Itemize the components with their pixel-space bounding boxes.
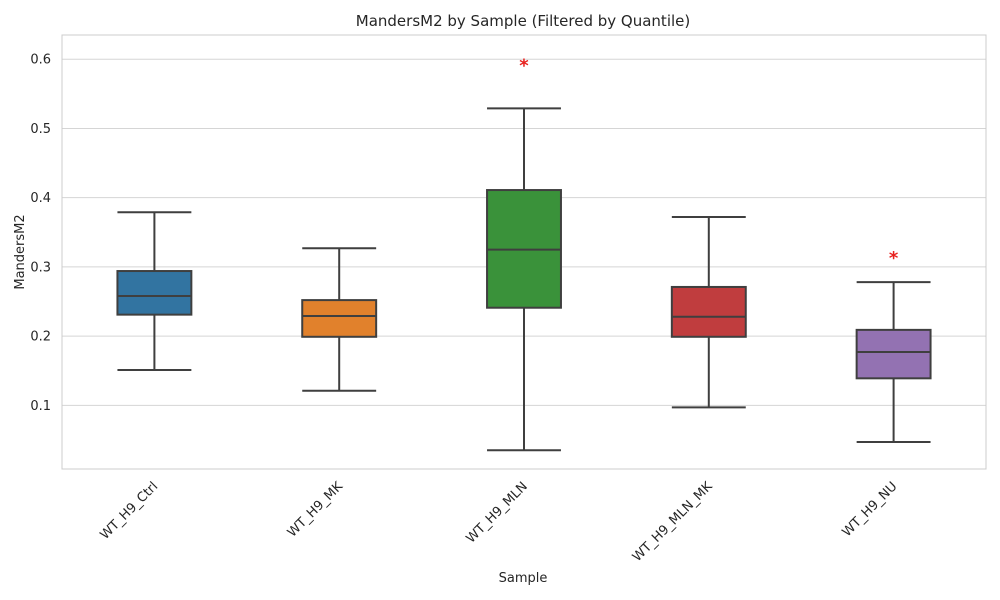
x-tick-label: WT_H9_Ctrl bbox=[98, 479, 162, 543]
x-tick-label: WT_H9_NU bbox=[840, 479, 901, 540]
x-tick-label: WT_H9_MLN bbox=[464, 479, 531, 546]
y-tick-label: 0.4 bbox=[30, 191, 51, 206]
significance-marker: * bbox=[519, 56, 529, 77]
x-tick-label: WT_H9_MK bbox=[285, 479, 347, 541]
iqr-box bbox=[855, 328, 932, 380]
chart-title: MandersM2 by Sample (Filtered by Quantil… bbox=[356, 12, 690, 30]
iqr-box bbox=[301, 299, 378, 338]
iqr-box bbox=[670, 285, 747, 338]
y-axis-ticks: 0.1 0.2 0.3 0.4 0.5 0.6 bbox=[30, 53, 51, 414]
boxes: ** bbox=[116, 56, 932, 452]
plot-area-frame bbox=[61, 34, 987, 470]
box-wt-h9-mln: * bbox=[486, 56, 562, 452]
y-tick-label: 0.3 bbox=[30, 260, 51, 275]
box-wt-h9-mln-mk bbox=[670, 216, 747, 409]
x-axis-ticks: WT_H9_Ctrl WT_H9_MK WT_H9_MLN WT_H9_MLN_MK W… bbox=[98, 479, 901, 565]
box-wt-h9-nu: * bbox=[855, 248, 932, 444]
y-tick-label: 0.6 bbox=[30, 53, 51, 68]
iqr-box bbox=[116, 270, 193, 316]
y-axis-title: MandersM2 bbox=[13, 214, 28, 289]
y-tick-label: 0.1 bbox=[30, 399, 51, 414]
significance-marker: * bbox=[889, 248, 899, 269]
y-tick-label: 0.2 bbox=[30, 330, 51, 345]
box-wt-h9-ctrl bbox=[116, 211, 193, 372]
y-tick-label: 0.5 bbox=[30, 122, 51, 137]
x-axis-title: Sample bbox=[499, 571, 548, 586]
x-tick-label: WT_H9_MLN_MK bbox=[630, 479, 716, 565]
box-wt-h9-mk bbox=[301, 247, 378, 392]
